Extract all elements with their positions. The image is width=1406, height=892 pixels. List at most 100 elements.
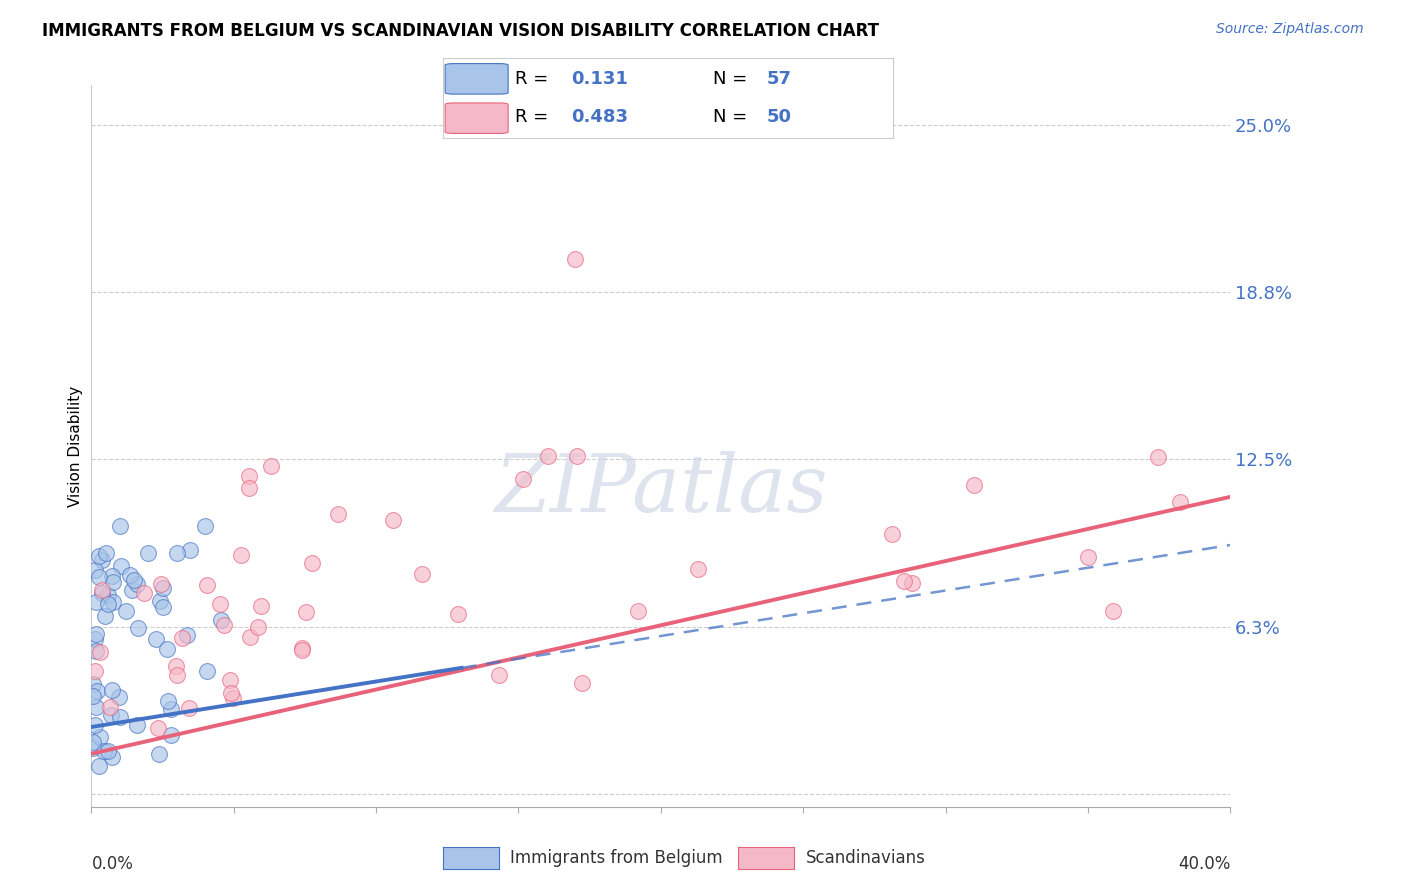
- Point: [82, 690, 104, 704]
- Point: [195, 664, 218, 678]
- Text: 40.0%: 40.0%: [1178, 855, 1230, 873]
- Point: [152, 599, 174, 614]
- Text: R =: R =: [515, 109, 554, 127]
- Point: [101, 575, 124, 590]
- Point: [1101, 604, 1123, 618]
- Point: [571, 676, 593, 690]
- Text: 0.0%: 0.0%: [91, 855, 134, 873]
- Point: [97, 588, 120, 602]
- Point: [84, 664, 107, 678]
- Text: ZIPatlas: ZIPatlas: [494, 450, 828, 528]
- Point: [127, 718, 149, 732]
- Point: [108, 690, 131, 705]
- Point: [963, 478, 986, 492]
- Point: [90, 585, 112, 599]
- Point: [110, 559, 132, 574]
- Point: [537, 450, 560, 464]
- Point: [145, 632, 167, 647]
- Point: [149, 576, 172, 591]
- Point: [101, 568, 124, 582]
- Point: [94, 546, 117, 560]
- Point: [120, 568, 142, 582]
- Point: [688, 562, 710, 576]
- Point: [229, 549, 252, 563]
- Point: [1168, 495, 1191, 509]
- Point: [86, 595, 108, 609]
- Y-axis label: Vision Disability: Vision Disability: [67, 385, 83, 507]
- Point: [160, 702, 183, 716]
- Point: [87, 570, 110, 584]
- Point: [212, 618, 235, 632]
- Point: [91, 552, 114, 566]
- Point: [93, 744, 115, 758]
- Point: [880, 526, 903, 541]
- Point: [83, 717, 105, 731]
- Point: [900, 576, 922, 591]
- Point: [166, 546, 188, 560]
- Point: [194, 519, 217, 533]
- Point: [101, 595, 124, 609]
- Point: [84, 563, 107, 577]
- Point: [156, 641, 179, 656]
- Point: [149, 594, 172, 608]
- Point: [209, 613, 232, 627]
- Point: [89, 730, 111, 744]
- Point: [89, 759, 111, 773]
- Text: IMMIGRANTS FROM BELGIUM VS SCANDINAVIAN VISION DISABILITY CORRELATION CHART: IMMIGRANTS FROM BELGIUM VS SCANDINAVIAN …: [42, 22, 879, 40]
- Point: [208, 597, 231, 611]
- Point: [301, 556, 323, 570]
- Point: [172, 631, 194, 645]
- Point: [627, 604, 650, 618]
- Point: [127, 622, 149, 636]
- Point: [1077, 550, 1099, 565]
- Point: [328, 507, 350, 521]
- Point: [239, 631, 262, 645]
- Text: N =: N =: [713, 109, 752, 127]
- Point: [1147, 450, 1170, 465]
- Text: 0.131: 0.131: [571, 70, 628, 87]
- Text: Scandinavians: Scandinavians: [806, 849, 925, 867]
- Point: [246, 620, 269, 634]
- Text: 50: 50: [766, 109, 792, 127]
- Point: [222, 690, 245, 705]
- Point: [165, 658, 187, 673]
- Point: [108, 519, 131, 533]
- Point: [86, 683, 108, 698]
- Point: [157, 693, 180, 707]
- Text: N =: N =: [713, 70, 752, 87]
- Point: [565, 449, 588, 463]
- Point: [84, 700, 107, 714]
- Text: Immigrants from Belgium: Immigrants from Belgium: [510, 849, 723, 867]
- Point: [82, 677, 104, 691]
- Point: [179, 700, 201, 714]
- Point: [166, 667, 188, 681]
- Point: [84, 644, 107, 658]
- Point: [89, 645, 111, 659]
- Text: 0.483: 0.483: [571, 109, 628, 127]
- Point: [101, 750, 124, 764]
- Point: [295, 605, 318, 619]
- Point: [291, 641, 314, 656]
- Point: [219, 686, 242, 700]
- Point: [249, 599, 271, 613]
- Point: [91, 582, 114, 597]
- Point: [82, 735, 104, 749]
- Point: [84, 632, 107, 647]
- Point: [94, 608, 117, 623]
- FancyBboxPatch shape: [446, 63, 508, 95]
- Point: [89, 549, 111, 563]
- Point: [97, 744, 120, 758]
- Point: [447, 607, 470, 621]
- Point: [134, 586, 156, 600]
- Point: [893, 574, 915, 589]
- Point: [138, 546, 160, 560]
- Point: [122, 573, 145, 587]
- Point: [148, 747, 170, 761]
- Point: [512, 472, 534, 486]
- Point: [101, 683, 124, 698]
- Point: [238, 481, 260, 495]
- Point: [488, 668, 510, 682]
- Point: [97, 597, 120, 611]
- Point: [564, 252, 586, 266]
- Text: Source: ZipAtlas.com: Source: ZipAtlas.com: [1216, 22, 1364, 37]
